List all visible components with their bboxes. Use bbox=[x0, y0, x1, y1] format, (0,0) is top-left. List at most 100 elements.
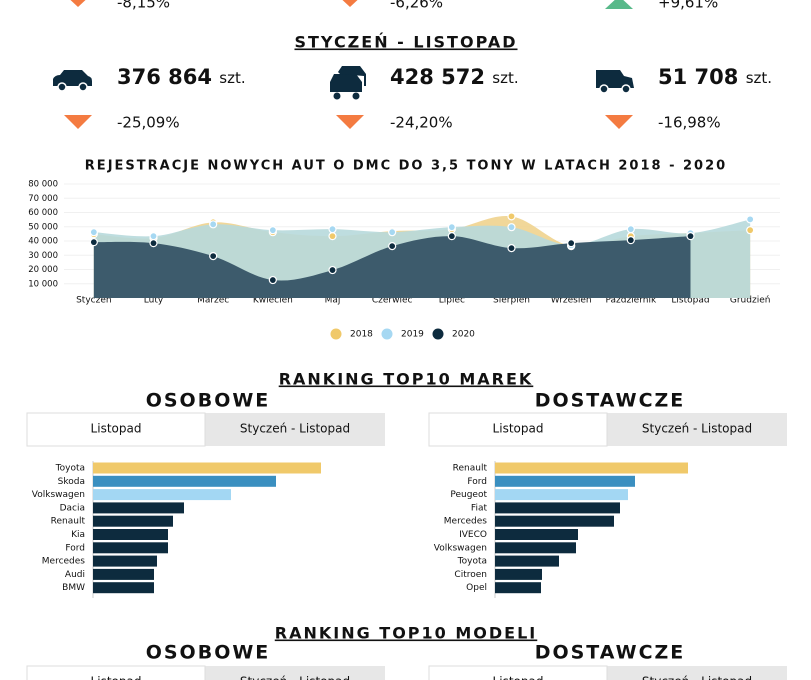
y-tick-label: 80 000 bbox=[28, 180, 58, 190]
y-tick-label: 70 000 bbox=[28, 194, 58, 204]
point bbox=[686, 232, 695, 241]
tab: Styczeń - Listopad bbox=[642, 422, 752, 436]
bar-label: Fiat bbox=[471, 503, 488, 513]
bar bbox=[495, 515, 614, 527]
x-tick-label: Lipiec bbox=[439, 296, 465, 306]
stat-unit: szt. bbox=[492, 69, 518, 87]
bar-label: Ford bbox=[65, 543, 85, 553]
down-arrow bbox=[70, 0, 86, 7]
bar bbox=[93, 475, 276, 487]
legend-swatch bbox=[432, 328, 444, 340]
change: -6,26% bbox=[390, 0, 443, 12]
bar bbox=[93, 462, 321, 474]
point bbox=[89, 228, 98, 237]
stat-value: 51 708 bbox=[658, 65, 738, 89]
point bbox=[268, 226, 277, 235]
bar-label: Renault bbox=[453, 464, 488, 474]
cars-icon bbox=[330, 74, 362, 92]
bar bbox=[93, 489, 231, 501]
bar bbox=[93, 529, 168, 540]
tab: Listopad bbox=[91, 675, 142, 680]
bar-label: Toyota bbox=[457, 557, 487, 567]
tab: Listopad bbox=[493, 422, 544, 436]
bar-label: Peugeot bbox=[450, 490, 487, 500]
legend-label: 2019 bbox=[401, 330, 424, 340]
x-tick-label: Grudzień bbox=[730, 296, 771, 306]
ranking-title: RANKING TOP10 MODELI bbox=[275, 624, 538, 643]
y-tick-label: 40 000 bbox=[28, 237, 58, 247]
legend-swatch bbox=[381, 328, 393, 340]
point bbox=[447, 232, 456, 241]
tab-active bbox=[26, 665, 206, 680]
stat-unit: szt. bbox=[219, 69, 245, 87]
bar-label: Skoda bbox=[58, 477, 85, 487]
chart-title: REJESTRACJE NOWYCH AUT O DMC DO 3,5 TONY… bbox=[85, 159, 727, 174]
bar bbox=[495, 489, 628, 501]
point bbox=[149, 239, 158, 248]
wheel bbox=[78, 82, 88, 92]
stat-value: 376 864 bbox=[117, 65, 212, 89]
bar bbox=[495, 502, 620, 514]
point bbox=[89, 238, 98, 247]
bar bbox=[93, 582, 154, 594]
change: -25,09% bbox=[117, 114, 180, 132]
wheel bbox=[333, 92, 341, 100]
y-tick-label: 60 000 bbox=[28, 208, 58, 218]
tab: Listopad bbox=[91, 422, 142, 436]
bar bbox=[495, 582, 541, 594]
stat-value: 428 572 bbox=[390, 65, 485, 89]
area bbox=[93, 236, 691, 298]
stat: 428 572 szt. bbox=[390, 65, 519, 89]
x-tick-label: Kwiecień bbox=[253, 296, 293, 306]
point bbox=[507, 212, 516, 221]
point bbox=[209, 252, 218, 261]
x-tick-label: Listopad bbox=[671, 296, 709, 306]
bar-label: Volkswagen bbox=[434, 543, 487, 553]
bar bbox=[495, 462, 688, 474]
x-tick-label: Sierpień bbox=[493, 296, 530, 306]
point bbox=[149, 232, 158, 241]
point bbox=[447, 223, 456, 232]
bar bbox=[93, 502, 184, 514]
point bbox=[388, 228, 397, 237]
y-tick-label: 20 000 bbox=[28, 265, 58, 275]
x-tick-label: Październik bbox=[605, 296, 656, 306]
bar bbox=[93, 515, 173, 527]
point bbox=[567, 239, 576, 248]
change: -8,15% bbox=[117, 0, 170, 12]
y-tick-label: 50 000 bbox=[28, 222, 58, 232]
bar-label: Opel bbox=[466, 583, 487, 593]
bar-label: Toyota bbox=[55, 464, 85, 474]
section-title: DOSTAWCZE bbox=[535, 390, 686, 412]
point bbox=[268, 275, 277, 285]
period-title: STYCZEŃ - LISTOPAD bbox=[294, 33, 517, 52]
change: -24,20% bbox=[390, 114, 453, 132]
van-icon bbox=[596, 70, 634, 88]
bar-label: Kia bbox=[71, 530, 85, 540]
bar-label: IVECO bbox=[459, 530, 487, 540]
tab: Listopad bbox=[493, 675, 544, 680]
legend-label: 2018 bbox=[350, 330, 373, 340]
bar bbox=[495, 475, 635, 487]
ranking-title: RANKING TOP10 MAREK bbox=[279, 370, 534, 389]
point bbox=[328, 232, 337, 241]
bar-label: Audi bbox=[65, 570, 85, 580]
point bbox=[507, 223, 516, 232]
stat: 51 708 szt. bbox=[658, 65, 772, 89]
bar-label: Ford bbox=[467, 477, 487, 487]
tab: Styczeń - Listopad bbox=[240, 675, 350, 680]
down-arrow bbox=[605, 115, 633, 129]
bar-label: Mercedes bbox=[42, 557, 86, 567]
bar bbox=[93, 542, 168, 554]
bar bbox=[495, 542, 576, 554]
wheel bbox=[621, 84, 631, 94]
point bbox=[626, 236, 635, 245]
y-tick-label: 10 000 bbox=[28, 279, 58, 289]
change: +9,61% bbox=[658, 0, 718, 12]
tab: Styczeń - Listopad bbox=[642, 675, 752, 680]
arrows bbox=[64, 0, 633, 129]
stat: 376 864 szt. bbox=[117, 65, 246, 89]
point bbox=[507, 244, 516, 253]
tab: Styczeń - Listopad bbox=[240, 422, 350, 436]
y-tick-label: 30 000 bbox=[28, 251, 58, 261]
